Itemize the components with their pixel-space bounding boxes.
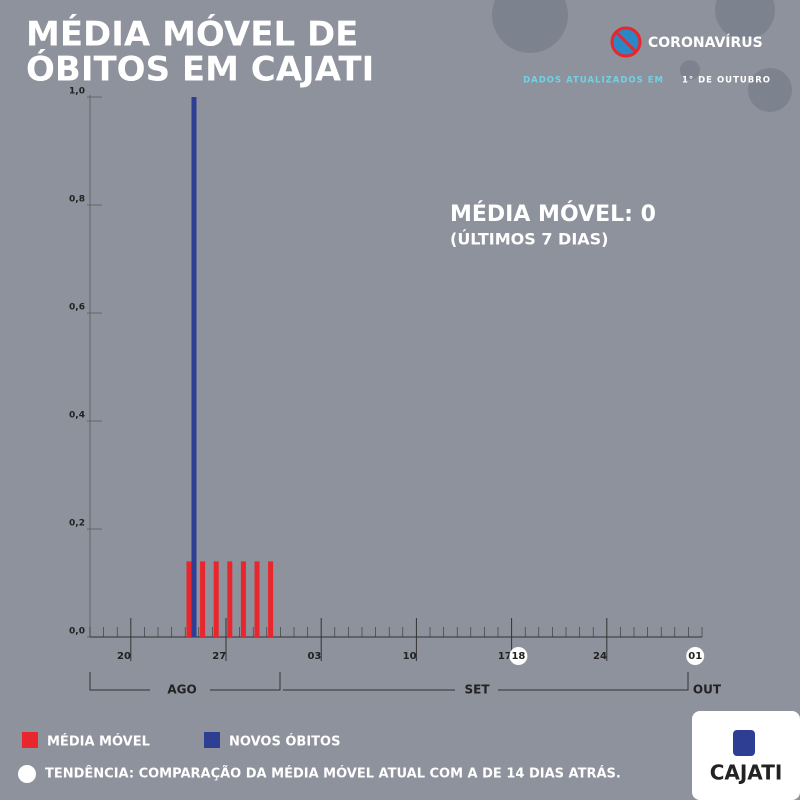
bar xyxy=(227,561,233,637)
month-label: SET xyxy=(464,683,490,697)
x-tick-label: 01 xyxy=(688,651,702,662)
bar xyxy=(240,561,246,637)
brand: CORONAVÍRUS xyxy=(648,34,763,51)
bar xyxy=(191,97,197,637)
month-bracket xyxy=(89,672,689,691)
bar xyxy=(200,561,206,637)
month-label: OUT xyxy=(693,683,722,697)
y-tick-label: 0,2 xyxy=(69,519,85,529)
x-tick-label: 03 xyxy=(307,651,321,662)
x-tick-label: 17 xyxy=(498,651,512,662)
y-tick-label: 0,4 xyxy=(69,411,85,421)
legend-swatch xyxy=(22,732,38,748)
brand-icon xyxy=(614,30,638,54)
updated-date: 1° DE OUTUBRO xyxy=(682,76,771,86)
y-tick-label: 0,8 xyxy=(69,195,85,205)
footnote: TENDÊNCIA: COMPARAÇÃO DA MÉDIA MÓVEL ATU… xyxy=(45,766,621,782)
y-tick-label: 0,0 xyxy=(69,627,85,637)
trend-marker xyxy=(686,647,705,665)
bar xyxy=(186,561,192,637)
updated-prefix: DADOS ATUALIZADOS EM xyxy=(523,76,664,86)
legend-label: NOVOS ÓBITOS xyxy=(229,734,340,750)
x-tick-label: 10 xyxy=(403,651,417,662)
x-tick-label: 18 xyxy=(511,651,525,662)
x-tick-label: 24 xyxy=(593,651,607,662)
annotation-sub: (ÚLTIMOS 7 DIAS) xyxy=(450,230,609,249)
bar xyxy=(213,561,219,637)
month-label: AGO xyxy=(167,683,196,697)
bar xyxy=(268,561,274,637)
legend-label: MÉDIA MÓVEL xyxy=(47,734,150,750)
annotation: MÉDIA MÓVEL: 0 xyxy=(450,201,656,227)
y-tick-label: 1,0 xyxy=(69,87,85,97)
logo-text: CAJATI xyxy=(710,761,783,785)
title: MÉDIA MÓVEL DE xyxy=(26,14,358,55)
trend-marker xyxy=(509,647,528,665)
bar xyxy=(254,561,260,637)
logo-crest xyxy=(733,730,755,756)
title: ÓBITOS EM CAJATI xyxy=(26,49,374,90)
x-tick-label: 27 xyxy=(212,651,226,662)
virus-decoration xyxy=(492,0,792,112)
trend-icon xyxy=(18,765,36,783)
y-tick-label: 0,6 xyxy=(69,303,85,313)
legend-swatch xyxy=(204,732,220,748)
x-tick-label: 20 xyxy=(117,651,131,662)
